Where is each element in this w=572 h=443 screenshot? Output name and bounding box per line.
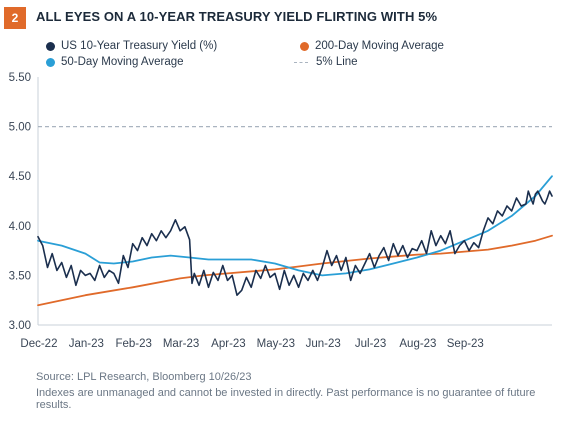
legend-item-yield: US 10-Year Treasury Yield (%) [46, 40, 217, 52]
x-tick-label: Jan-23 [69, 338, 104, 350]
legend-item-5pct: 5% Line [294, 56, 358, 68]
x-tick-label: Jun-23 [306, 338, 341, 350]
y-tick-label: 3.00 [9, 320, 31, 332]
disclaimer-note: Indexes are unmanaged and cannot be inve… [36, 387, 536, 411]
legend-label-yield: US 10-Year Treasury Yield (%) [61, 40, 218, 52]
source-note: Source: LPL Research, Bloomberg 10/26/23 [36, 371, 252, 383]
x-tick-label: May-23 [257, 338, 295, 350]
figure-number-badge: 2 [4, 7, 26, 29]
x-tick-label: Jul-23 [355, 338, 386, 350]
legend-label-50day: 50-Day Moving Average [61, 56, 184, 68]
x-tick-label: Feb-23 [115, 338, 151, 350]
y-tick-label: 4.50 [9, 171, 31, 183]
x-tick-label: Dec-22 [20, 338, 57, 350]
legend-item-50day: 50-Day Moving Average [46, 56, 184, 68]
legend-dot-50day [46, 57, 55, 67]
yield-series-line [37, 190, 553, 296]
y-tick-label: 4.00 [9, 221, 31, 233]
y-tick-label: 5.00 [9, 122, 31, 134]
legend-label-200day: 200-Day Moving Average [315, 40, 444, 52]
y-tick-label: 5.50 [9, 72, 31, 84]
ma50-series-line [37, 175, 553, 277]
x-tick-label: Apr-23 [211, 338, 246, 350]
x-tick-label: Mar-23 [163, 338, 199, 350]
chart-title: ALL EYES ON A 10-YEAR TREASURY YIELD FLI… [36, 9, 438, 24]
x-tick-label: Sep-23 [447, 338, 484, 350]
legend-dash-5pct [294, 61, 308, 63]
legend-label-5pct: 5% Line [316, 56, 358, 68]
legend-dot-yield [46, 41, 55, 51]
ma200-series-line [37, 234, 553, 307]
legend-item-200day: 200-Day Moving Average [300, 40, 444, 52]
y-tick-label: 3.50 [9, 270, 31, 282]
x-tick-label: Aug-23 [399, 338, 436, 350]
legend-dot-200day [300, 41, 309, 51]
